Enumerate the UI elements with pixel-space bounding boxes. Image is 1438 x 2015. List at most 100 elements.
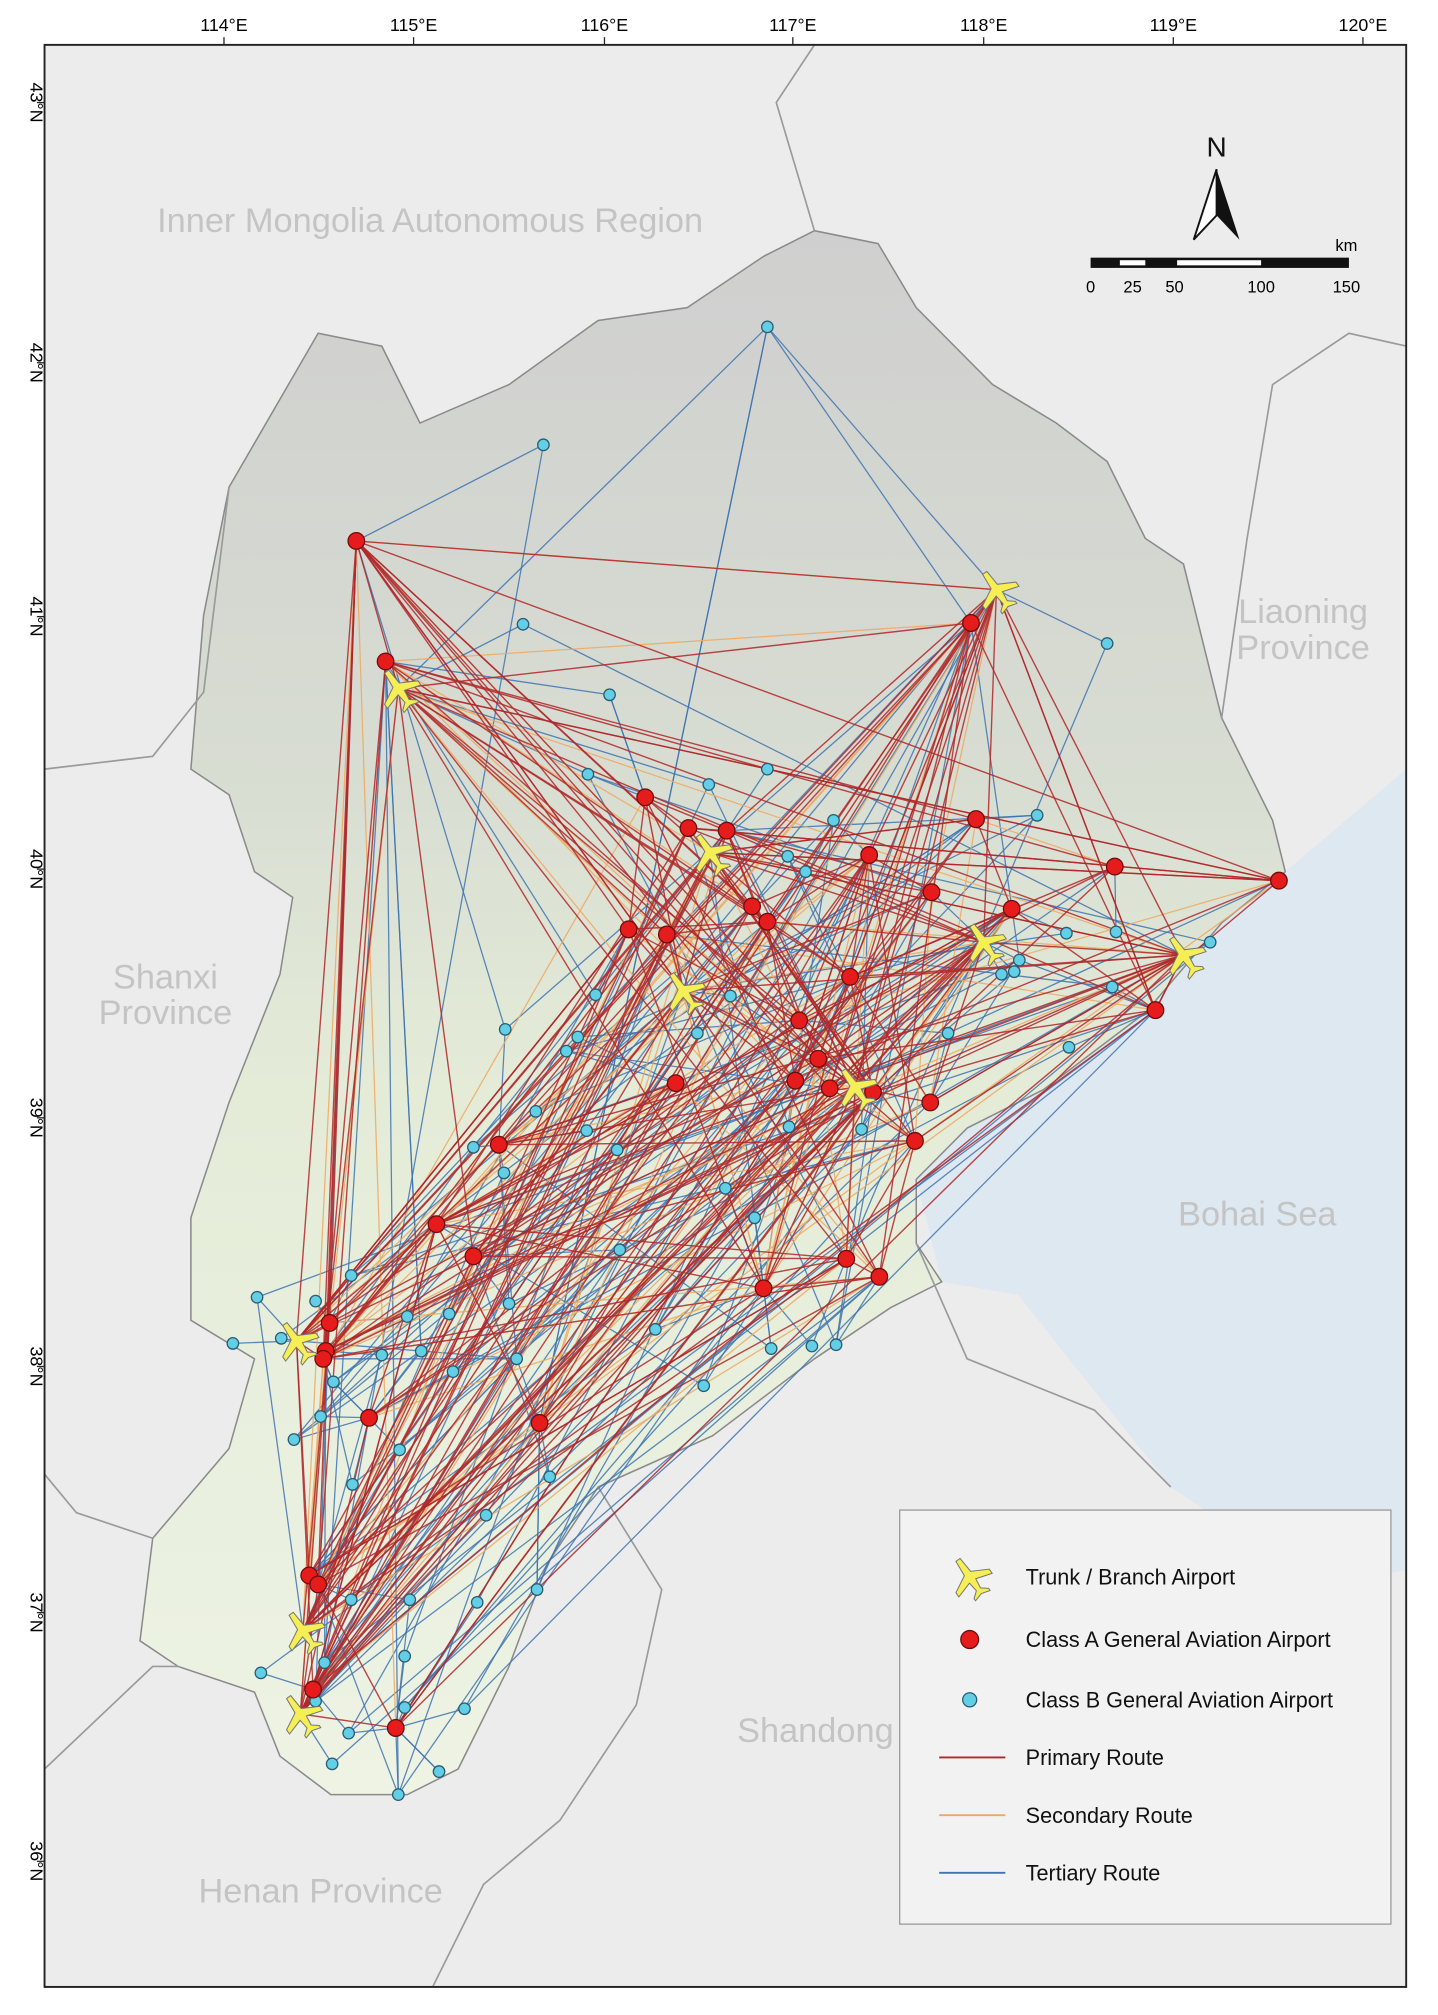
class-a-airport xyxy=(657,925,676,944)
latitude-label: 39°N xyxy=(27,1098,47,1138)
primary-route xyxy=(436,1082,677,1225)
class-b-airport xyxy=(1105,980,1119,994)
tertiary-route xyxy=(463,891,933,1710)
primary-route xyxy=(627,929,765,1289)
class-a-airport xyxy=(922,883,941,902)
class-a-airport xyxy=(314,1349,333,1368)
scale-label: 150 xyxy=(1333,277,1361,296)
primary-route xyxy=(308,830,728,1576)
legend-box xyxy=(899,1509,1392,1925)
class-a-airport xyxy=(530,1413,549,1432)
longitude-label: 115°E xyxy=(390,15,437,35)
primary-route xyxy=(982,589,998,943)
class-a-airport xyxy=(464,1247,483,1266)
primary-route xyxy=(766,921,797,1081)
secondary-route xyxy=(763,908,1013,1289)
primary-route xyxy=(666,920,768,936)
primary-route xyxy=(868,854,916,1141)
tertiary-route xyxy=(395,1727,440,1773)
primary-route xyxy=(849,976,931,1103)
class-b-airport xyxy=(314,1410,328,1423)
primary-route xyxy=(312,854,870,1690)
trunk-airport xyxy=(383,669,422,714)
primary-route xyxy=(498,1082,676,1146)
tertiary-route xyxy=(976,814,1038,820)
longitude-label: 114°E xyxy=(200,15,247,35)
primary-route xyxy=(296,1082,677,1342)
secondary-route xyxy=(302,540,357,1631)
class-b-airport xyxy=(1007,965,1021,979)
primary-route xyxy=(436,941,985,1225)
secondary-route xyxy=(355,540,397,1729)
scale-segment xyxy=(1119,260,1146,266)
primary-route xyxy=(845,1140,916,1260)
class-b-airport xyxy=(995,967,1008,981)
class-b-airport xyxy=(393,1443,406,1457)
plane-icon xyxy=(955,1557,994,1602)
primary-route xyxy=(762,976,851,1289)
class-b-airport xyxy=(760,762,774,776)
class-a-airport xyxy=(820,1079,839,1098)
primary-route xyxy=(295,830,728,1342)
tertiary-route xyxy=(299,1128,862,1715)
tertiary-route xyxy=(464,1009,1156,1710)
primary-route xyxy=(628,928,800,1022)
plane-icon xyxy=(981,570,1020,615)
class-a-airport xyxy=(347,531,366,550)
primary-route xyxy=(308,1258,847,1577)
class-b-airport xyxy=(325,1757,339,1771)
primary-route xyxy=(498,1086,856,1146)
secondary-route xyxy=(498,854,870,1146)
class-b-airport xyxy=(442,1307,456,1321)
scale-bar: km 0 25 50 100 150 xyxy=(1086,236,1360,296)
class-b-airport xyxy=(691,1026,704,1040)
class-a-airport xyxy=(636,788,655,807)
primary-route xyxy=(323,1258,847,1360)
class-a-airport xyxy=(754,1279,773,1298)
legend-label: Primary Route xyxy=(1026,1745,1164,1770)
longitude-label: 116°E xyxy=(581,15,628,35)
class-b-airport xyxy=(581,767,595,781)
secondary-route xyxy=(312,1258,847,1691)
trunk-airport xyxy=(285,1694,324,1739)
class-a-airport xyxy=(967,810,985,829)
class-b-airport xyxy=(1100,637,1114,650)
primary-route xyxy=(1011,908,1156,1011)
class-b-airport xyxy=(580,1124,594,1138)
class-b-airport xyxy=(470,1595,484,1609)
class-b-airport xyxy=(287,1433,301,1446)
primary-route xyxy=(498,905,753,1146)
class-b-airport xyxy=(226,1337,240,1350)
primary-route xyxy=(644,796,727,832)
secondary-route xyxy=(914,880,1280,1142)
primary-route xyxy=(709,851,932,893)
primary-route xyxy=(295,589,997,1342)
class-b-airport xyxy=(375,1348,389,1362)
latitude-label: 40°N xyxy=(27,849,47,889)
region-label: Shanxi xyxy=(113,958,218,996)
scale-segment xyxy=(1177,260,1262,266)
secondary-route xyxy=(329,1276,880,1324)
primary-route xyxy=(397,688,475,1257)
trunk-airport xyxy=(668,971,707,1016)
primary-route xyxy=(356,540,997,591)
boundary xyxy=(44,487,230,770)
primary-route xyxy=(435,827,690,1225)
secondary-route xyxy=(436,1140,916,1225)
plane-icon xyxy=(695,833,734,878)
region-label: Inner Mongolia Autonomous Region xyxy=(157,202,703,240)
primary-route xyxy=(726,830,856,1088)
primary-route xyxy=(299,1417,370,1715)
primary-route xyxy=(355,540,684,992)
primary-route xyxy=(385,660,1115,868)
primary-route xyxy=(473,908,1013,1257)
primary-route xyxy=(436,908,1013,1225)
primary-route xyxy=(868,854,932,893)
region-label: Liaoning xyxy=(1238,593,1368,631)
class-b-airport xyxy=(1012,953,1026,967)
primary-route xyxy=(312,622,972,1690)
primary-route xyxy=(970,622,1157,1011)
latitude-label: 38°N xyxy=(27,1346,47,1386)
primary-route xyxy=(355,540,630,930)
primary-route xyxy=(766,854,870,923)
